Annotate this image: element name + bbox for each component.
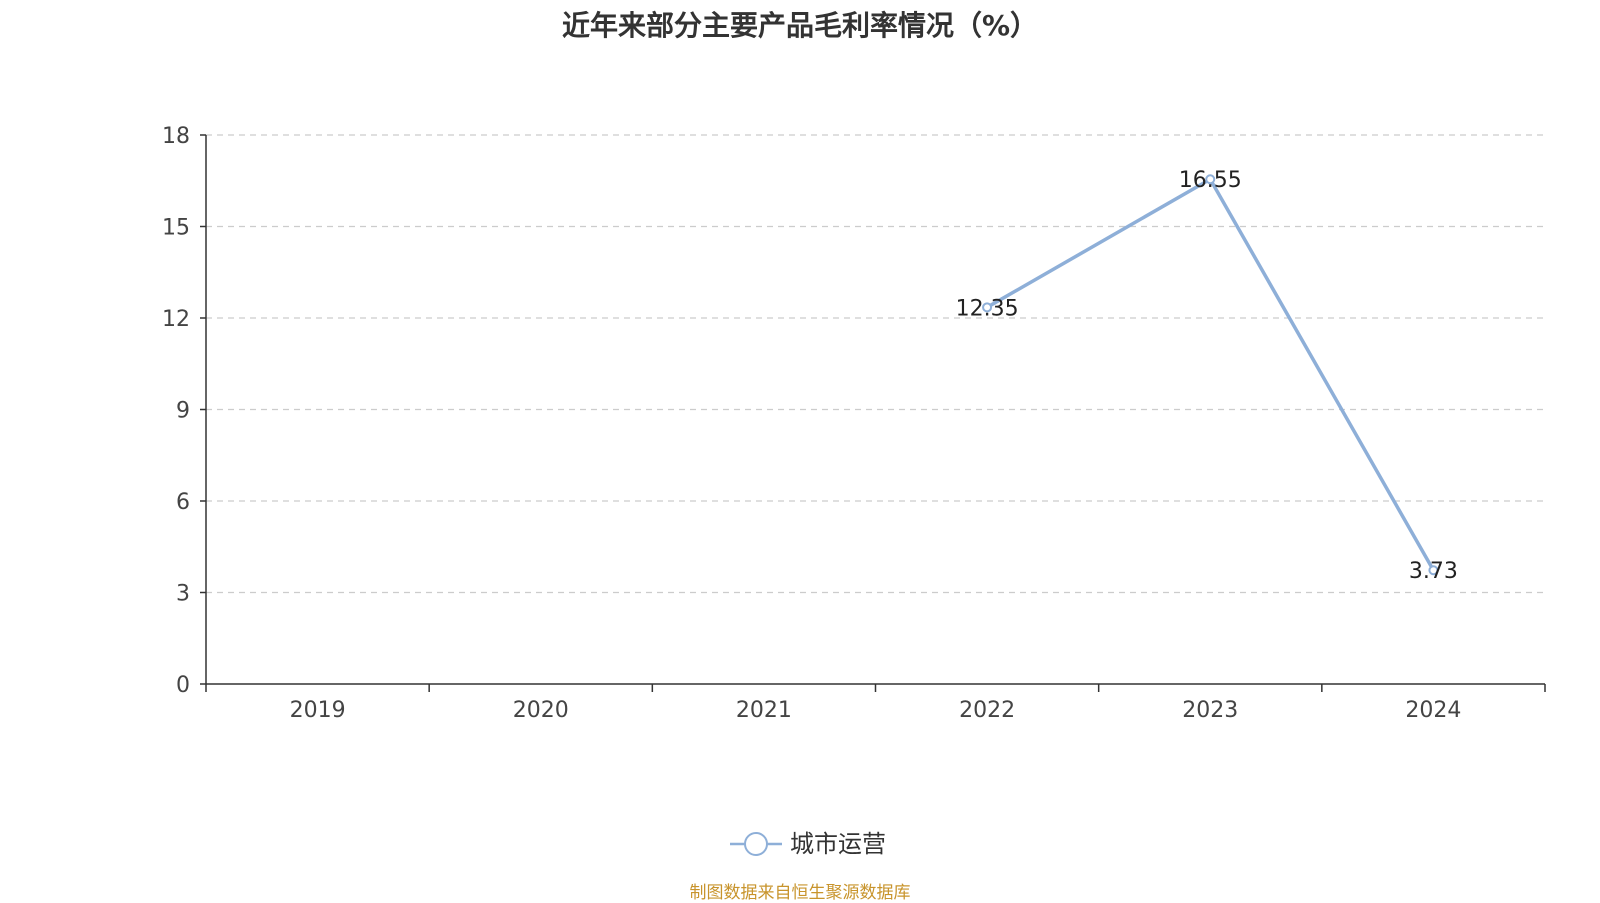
data-labels: 12.35 16.55 3.73 <box>956 168 1458 584</box>
axes: 0 3 6 9 12 15 18 2019 2020 2021 2022 2023 2024 <box>162 124 1546 723</box>
legend-label: 城市运营 <box>790 830 886 858</box>
x-tick-label: 2020 <box>513 698 569 723</box>
gridlines <box>206 134 1545 594</box>
y-tick-label: 3 <box>176 582 190 607</box>
x-tick-label: 2021 <box>736 698 792 723</box>
x-tick-label: 2022 <box>959 698 1015 723</box>
data-label: 16.55 <box>1179 168 1242 193</box>
data-label: 3.73 <box>1409 559 1458 584</box>
data-point <box>1428 565 1439 576</box>
y-tick-label: 15 <box>162 216 190 241</box>
y-tick-label: 9 <box>176 399 190 424</box>
data-label: 12.35 <box>956 296 1019 321</box>
y-tick-label: 18 <box>162 124 190 149</box>
data-point <box>982 302 993 313</box>
source-note: 制图数据来自恒生聚源数据库 <box>689 883 911 903</box>
y-tick-label: 12 <box>162 307 190 332</box>
y-tick-label: 6 <box>176 490 190 515</box>
legend-marker <box>744 832 768 856</box>
x-tick-label: 2024 <box>1405 698 1461 723</box>
x-tick-label: 2023 <box>1182 698 1238 723</box>
legend: 城市运营 <box>730 830 886 858</box>
chart-title: 近年来部分主要产品毛利率情况（%） <box>561 9 1039 42</box>
series-layer <box>982 174 1439 576</box>
x-tick-label: 2019 <box>290 698 346 723</box>
series-line <box>986 177 1435 572</box>
data-point <box>1205 174 1216 185</box>
y-tick-label: 0 <box>176 673 190 698</box>
